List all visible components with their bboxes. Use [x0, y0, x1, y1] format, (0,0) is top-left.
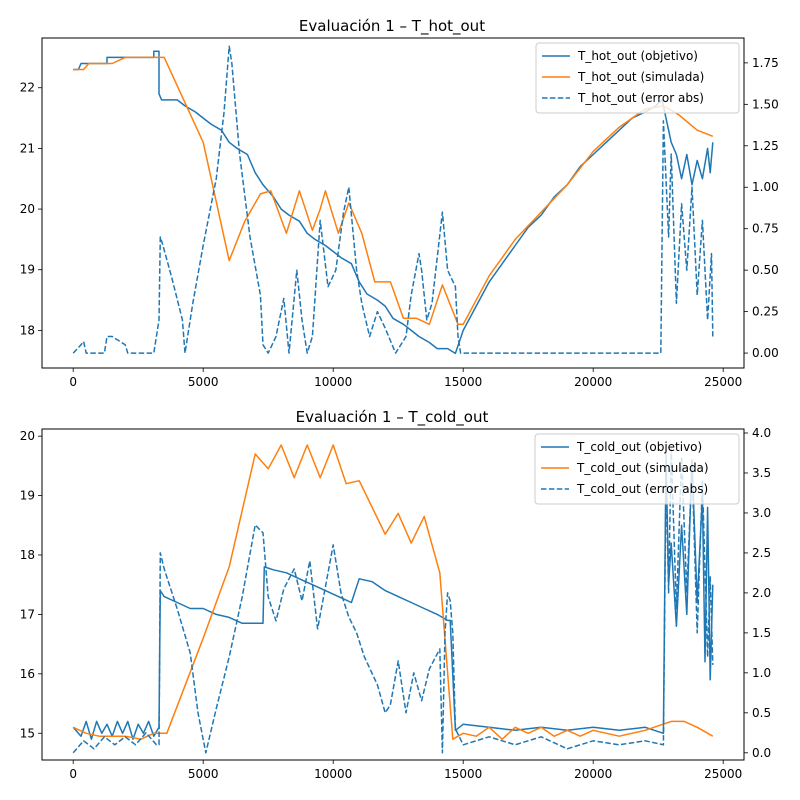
- y-right-tick-label: 0.00: [752, 346, 779, 360]
- legend-box: [535, 42, 740, 114]
- y-right-tick-label: 2.5: [752, 546, 771, 560]
- legend-label: T_hot_out (error abs): [577, 91, 704, 105]
- x-tick-label: 15000: [444, 767, 482, 781]
- x-tick-label: 5000: [188, 767, 219, 781]
- y-left-tick-label: 22: [20, 81, 35, 95]
- legend-label: T_hot_out (simulada): [577, 70, 704, 84]
- y-left-tick-label: 17: [20, 607, 35, 621]
- y-right-tick-label: 1.50: [752, 97, 779, 111]
- y-left-tick-label: 19: [20, 489, 35, 503]
- y-right-tick-label: 1.75: [752, 56, 779, 70]
- x-tick-label: 0: [69, 767, 77, 781]
- y-left-tick-label: 18: [20, 323, 35, 337]
- series-lines: [72, 444, 714, 754]
- y-right-tick-label: 0.5: [752, 706, 771, 720]
- y-right-tick-label: 1.0: [752, 666, 771, 680]
- y-right-tick-label: 1.00: [752, 180, 779, 194]
- y-left-tick-label: 21: [20, 141, 35, 155]
- y-right-tick-label: 0.25: [752, 305, 779, 319]
- cold-out-panel: Evaluación 1 – T_cold_out 0 5000 10000 1500…: [20, 408, 771, 781]
- y-right-tick-label: 0.0: [752, 746, 771, 760]
- y-right-tick-label: 3.0: [752, 506, 771, 520]
- y-left-tick-label: 20: [20, 202, 35, 216]
- y-left-tick-label: 15: [20, 726, 35, 740]
- axis-ticks: 0 5000 10000 15000 20000 25000 15 16 17 18 19 20 0.0…: [20, 426, 771, 781]
- y-right-tick-label: 0.50: [752, 263, 779, 277]
- legend: T_cold_out (objetivo) T_cold_out (simulad…: [534, 433, 740, 505]
- y-right-tick-label: 0.75: [752, 222, 779, 236]
- x-tick-label: 25000: [704, 375, 742, 389]
- series-line-2: [72, 45, 714, 354]
- x-tick-label: 25000: [704, 767, 742, 781]
- y-right-tick-label: 3.5: [752, 466, 771, 480]
- series-line-2: [72, 448, 714, 754]
- legend-label: T_cold_out (simulada): [576, 461, 709, 475]
- hot-out-panel: Evaluación 1 – T_hot_out 0 5000 10000 15000…: [20, 17, 779, 389]
- y-left-tick-label: 20: [20, 429, 35, 443]
- legend-label: T_cold_out (error abs): [576, 482, 708, 496]
- chart-title: Evaluación 1 – T_hot_out: [299, 17, 485, 36]
- x-tick-label: 20000: [574, 375, 612, 389]
- x-tick-label: 5000: [188, 375, 219, 389]
- series-line-1: [73, 56, 714, 326]
- y-right-tick-label: 1.25: [752, 139, 779, 153]
- series-line-1: [72, 444, 714, 740]
- axis-ticks: 0 5000 10000 15000 20000 25000 18 19 20 21 22 0.00 0…: [20, 56, 779, 389]
- x-tick-label: 0: [69, 375, 77, 389]
- x-tick-label: 10000: [314, 767, 352, 781]
- plot-area: [41, 37, 745, 369]
- x-tick-label: 20000: [574, 767, 612, 781]
- legend-label: T_cold_out (objetivo): [576, 440, 702, 454]
- legend-box: [534, 433, 740, 505]
- plot-area: [41, 428, 745, 761]
- y-left-tick-label: 19: [20, 263, 35, 277]
- chart-title: Evaluación 1 – T_cold_out: [296, 408, 489, 427]
- y-right-tick-label: 1.5: [752, 626, 771, 640]
- y-left-tick-label: 16: [20, 667, 35, 681]
- y-right-tick-label: 2.0: [752, 586, 771, 600]
- y-left-tick-label: 18: [20, 548, 35, 562]
- y-right-tick-label: 4.0: [752, 426, 771, 440]
- legend: T_hot_out (objetivo) T_hot_out (simulada)…: [535, 42, 740, 114]
- x-tick-label: 10000: [314, 375, 352, 389]
- legend-label: T_hot_out (objetivo): [577, 49, 698, 63]
- x-tick-label: 15000: [444, 375, 482, 389]
